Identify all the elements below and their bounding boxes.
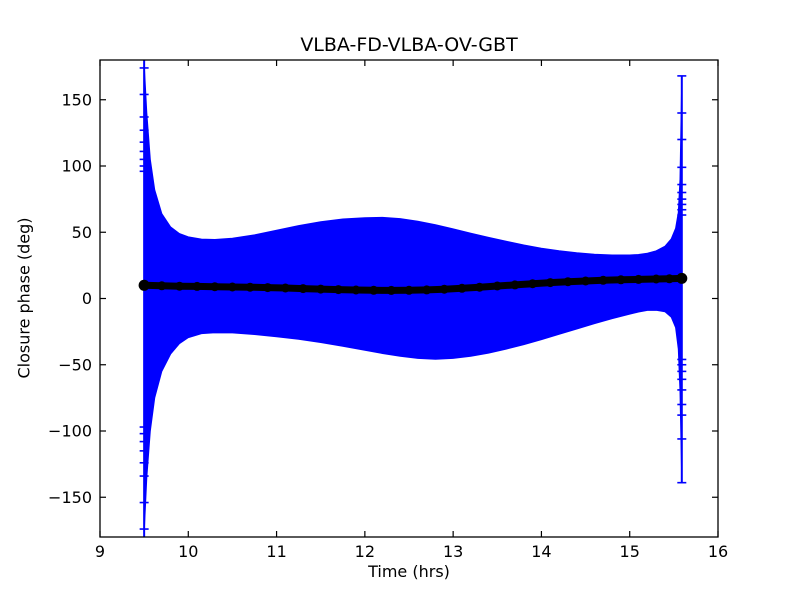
y-tick-label: 150	[61, 90, 92, 109]
data-point-marker	[386, 285, 396, 295]
data-point-marker	[598, 275, 608, 285]
y-tick-label: 0	[82, 289, 92, 308]
data-point-marker	[404, 285, 414, 295]
x-tick-label: 10	[178, 542, 198, 561]
x-tick-label: 15	[620, 542, 640, 561]
data-point-marker	[210, 282, 220, 292]
data-point-marker	[439, 284, 449, 294]
data-point-marker	[510, 280, 520, 290]
data-point-marker	[676, 272, 688, 284]
y-tick-label: −100	[48, 422, 92, 441]
data-point-marker	[157, 281, 167, 291]
data-point-marker	[492, 281, 502, 291]
x-tick-label: 14	[531, 542, 551, 561]
data-point-marker	[175, 281, 184, 291]
data-point-marker	[457, 283, 467, 293]
data-point-marker	[227, 282, 237, 292]
x-tick-label: 12	[355, 542, 375, 561]
data-point-marker	[528, 279, 538, 289]
data-point-marker	[333, 285, 343, 295]
data-point-marker	[422, 285, 432, 295]
x-tick-label: 9	[95, 542, 105, 561]
data-point-marker	[245, 282, 255, 292]
data-point-marker	[545, 278, 555, 288]
x-tick-label: 13	[443, 542, 463, 561]
data-point-marker	[298, 284, 308, 294]
x-axis-label: Time (hrs)	[368, 562, 450, 581]
error-envelope	[143, 62, 683, 535]
data-point-marker	[369, 285, 379, 295]
data-point-marker	[351, 285, 361, 295]
x-tick-label: 16	[708, 542, 728, 561]
data-point-marker	[263, 283, 273, 293]
y-tick-label: 100	[61, 157, 92, 176]
x-tick-label: 11	[266, 542, 286, 561]
data-point-marker	[475, 282, 485, 292]
data-point-marker	[616, 275, 626, 285]
data-point-marker	[280, 283, 290, 293]
data-point-marker	[634, 274, 643, 284]
chart-title: VLBA-FD-VLBA-OV-GBT	[300, 34, 518, 56]
y-tick-label: −50	[58, 355, 92, 374]
data-point-marker	[664, 274, 674, 284]
data-point-marker	[651, 274, 661, 284]
y-tick-label: 50	[72, 223, 92, 242]
data-point-marker	[316, 284, 326, 294]
data-point-marker	[192, 281, 202, 291]
data-point-marker	[581, 276, 591, 286]
y-axis-label: Closure phase (deg)	[14, 217, 34, 379]
data-point-marker	[563, 277, 573, 287]
y-tick-label: −150	[48, 488, 92, 507]
data-point-marker	[138, 279, 150, 291]
